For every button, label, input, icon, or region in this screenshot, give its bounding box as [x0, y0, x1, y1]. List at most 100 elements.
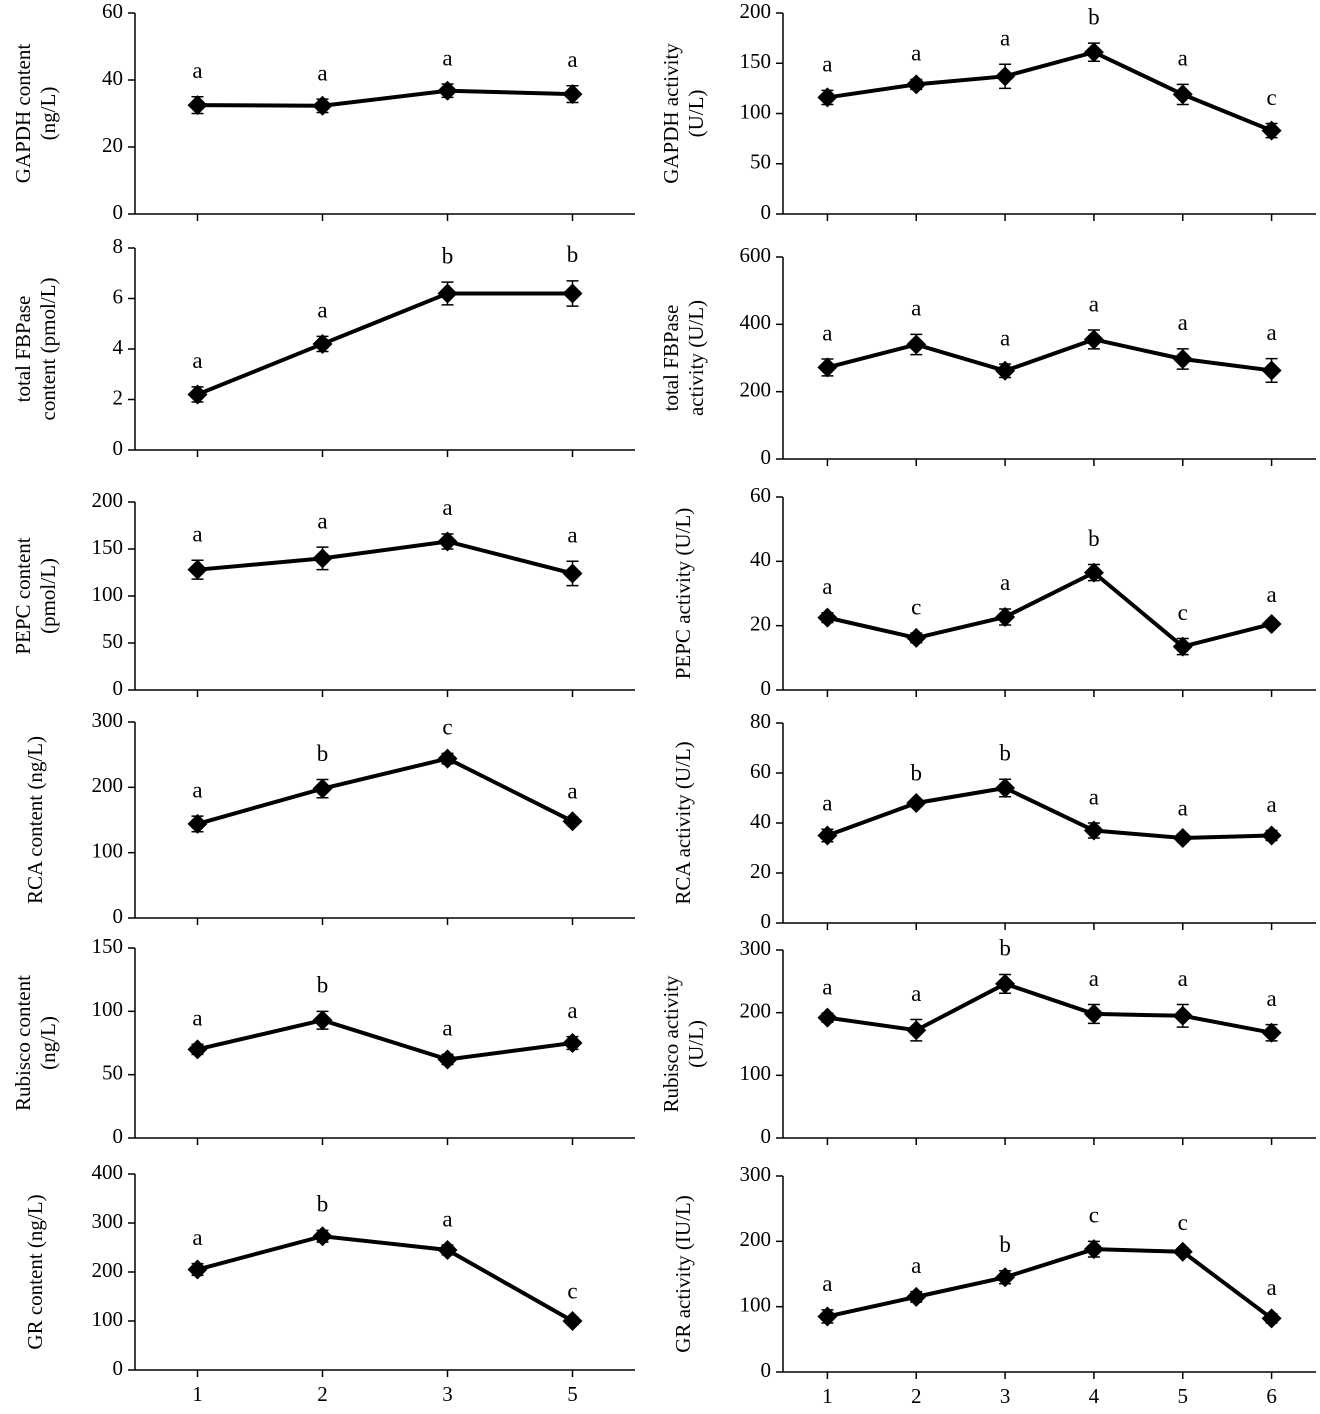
y-axis-label: total FBPase — [659, 305, 683, 412]
significance-letter: a — [442, 495, 452, 520]
marker — [817, 607, 838, 628]
marker — [1083, 329, 1104, 350]
y-tick-label: 40 — [750, 809, 771, 833]
data-line — [196, 756, 574, 826]
y-tick-label: 100 — [92, 997, 124, 1021]
y-tick-label: 200 — [92, 488, 124, 512]
y-axis-label: PEPC content — [11, 537, 35, 654]
significance-letter: a — [1089, 291, 1099, 316]
significance-letter: a — [567, 47, 577, 72]
y-axis-label: (ng/L) — [36, 87, 60, 141]
significance-letter: a — [911, 981, 921, 1006]
data-line — [196, 291, 573, 397]
y-tick-label: 0 — [761, 1358, 772, 1382]
significance-letter: a — [317, 60, 327, 85]
significance-letter: a — [1178, 966, 1188, 991]
marker — [312, 548, 333, 569]
data-line — [826, 785, 1272, 841]
y-tick-label: 100 — [740, 1061, 772, 1085]
y-axis-label: activity (U/L) — [684, 300, 708, 416]
marker — [1172, 1005, 1193, 1026]
significance-letter: a — [442, 1016, 452, 1041]
y-tick-label: 50 — [750, 150, 771, 174]
marker — [312, 1010, 333, 1031]
significance-letter: a — [822, 320, 832, 345]
marker — [312, 1226, 333, 1247]
significance-letter: c — [1266, 85, 1276, 110]
significance-letter: a — [1266, 986, 1276, 1011]
significance-letter: b — [317, 973, 329, 998]
marker — [1172, 1241, 1193, 1262]
y-tick-label: 50 — [102, 1060, 123, 1084]
marker — [1261, 1022, 1282, 1043]
data-line — [827, 981, 1272, 1035]
marker — [817, 1306, 838, 1327]
y-axis-label: GR activity (IU/L) — [671, 1195, 695, 1352]
x-tick-label: 1 — [192, 1382, 203, 1406]
y-tick-label: 200 — [740, 0, 772, 23]
significance-letter: a — [1266, 582, 1276, 607]
significance-letter: c — [911, 594, 921, 619]
marker — [562, 563, 583, 584]
marker — [187, 95, 208, 116]
significance-letter: a — [1178, 46, 1188, 71]
marker — [437, 748, 458, 769]
y-tick-label: 40 — [102, 66, 123, 90]
significance-letter: a — [822, 791, 832, 816]
y-tick-label: 100 — [92, 582, 124, 606]
data-line — [197, 88, 573, 108]
marker — [437, 531, 458, 552]
marker — [1172, 828, 1193, 848]
significance-letter: b — [317, 1192, 329, 1217]
data-line — [827, 50, 1273, 133]
y-tick-label: 300 — [92, 708, 124, 732]
x-tick-label: 3 — [442, 1382, 453, 1406]
significance-letter: b — [317, 741, 329, 766]
y-tick-label: 300 — [92, 1209, 124, 1233]
significance-letter: a — [1266, 792, 1276, 817]
x-tick-label: 3 — [1000, 1384, 1011, 1408]
significance-letter: b — [1088, 4, 1100, 29]
y-axis-label: Rubisco activity — [659, 975, 683, 1113]
significance-letter: a — [192, 348, 202, 373]
y-tick-label: 0 — [113, 200, 124, 224]
marker — [906, 627, 927, 648]
marker — [187, 1259, 208, 1280]
marker — [1083, 820, 1104, 841]
significance-letter: a — [1000, 26, 1010, 51]
marker — [437, 283, 458, 304]
marker — [906, 74, 927, 95]
y-tick-label: 100 — [92, 1307, 124, 1331]
y-tick-label: 0 — [761, 200, 772, 224]
marker — [817, 825, 838, 846]
significance-letter: a — [822, 975, 832, 1000]
marker — [906, 1020, 927, 1041]
marker — [817, 87, 838, 108]
significance-letter: a — [317, 298, 327, 323]
significance-letter: a — [192, 1225, 202, 1250]
marker — [817, 1007, 838, 1028]
y-tick-label: 300 — [740, 936, 772, 960]
significance-letter: a — [567, 998, 577, 1023]
y-tick-label: 0 — [761, 676, 772, 700]
significance-letter: a — [911, 296, 921, 321]
marker — [995, 973, 1016, 994]
y-tick-label: 2 — [113, 385, 124, 409]
marker — [1261, 614, 1282, 635]
marker — [1261, 825, 1282, 846]
significance-letter: a — [911, 1253, 921, 1278]
marker — [1172, 84, 1193, 105]
y-tick-label: 200 — [740, 377, 772, 401]
y-tick-label: 0 — [761, 445, 772, 469]
y-tick-label: 4 — [113, 335, 124, 359]
marker — [1083, 42, 1104, 63]
x-tick-label: 6 — [1266, 1384, 1277, 1408]
marker — [312, 95, 333, 116]
y-axis-label: GR content (ng/L) — [23, 1194, 47, 1349]
significance-letter: b — [999, 1232, 1011, 1257]
marker — [562, 1311, 583, 1331]
marker — [187, 813, 208, 834]
y-tick-label: 600 — [740, 243, 772, 267]
significance-letter: a — [1178, 310, 1188, 335]
significance-letter: b — [911, 761, 923, 786]
